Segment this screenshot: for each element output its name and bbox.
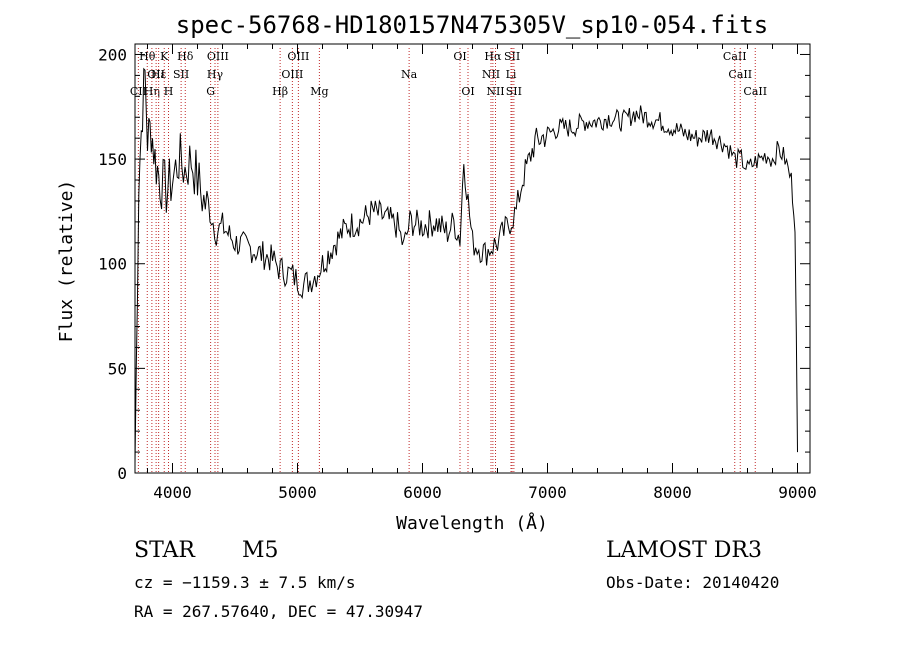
survey-name: LAMOST DR3 [606,538,762,563]
plot-frame [134,43,811,474]
x-tick-label: 6000 [403,483,442,502]
x-axis-label: Wavelength (Å) [396,512,548,534]
line-label-20: Hα [484,50,502,63]
line-label-18: OI [461,85,474,98]
line-label-11: OIII [207,50,229,63]
line-label-9: G [206,85,215,98]
x-tick-label: 4000 [153,483,192,502]
line-label-21: NII [486,85,504,98]
line-label-27: CaII [743,85,767,98]
x-tick-label: 5000 [278,483,317,502]
line-label-22: Li [506,68,517,81]
coordinates: RA = 267.57640, DEC = 47.30947 [134,602,423,621]
y-tick-label: 0 [117,464,127,483]
spectrum-line [134,67,798,464]
y-tick-label: 50 [108,359,127,378]
redshift-velocity: cz = −1159.3 ± 7.5 km/s [134,573,356,592]
line-label-4: Hε [151,68,167,81]
observation-date: Obs-Date: 20140420 [606,573,780,592]
x-tick-label: 9000 [778,483,817,502]
line-label-7: SII [173,68,189,81]
line-label-8: Hδ [177,50,194,63]
line-label-14: OIII [287,50,309,63]
line-label-1: Hθ [139,50,156,63]
line-label-15: Mg [310,85,328,98]
line-label-3: OII [147,68,165,81]
axes: 4000 5000 6000 7000 8000 9000 0 50 100 150 200 [98,43,817,502]
object-class: STAR [134,538,195,563]
line-label-26: CaII [728,68,752,81]
x-tick-label: 7000 [528,483,567,502]
line-label-19: NII [482,68,500,81]
line-label-2: Hη [144,85,160,98]
spectrum-data [134,67,798,464]
line-label-23: SII [504,50,520,63]
y-tick-label: 150 [98,150,127,169]
y-tick-label: 100 [98,255,127,274]
line-label-25: CaII [723,50,747,63]
object-subclass: M5 [242,538,279,563]
line-label-16: Na [401,68,418,81]
line-label-10: Hγ [207,68,224,81]
line-label-17: OI [453,50,466,63]
line-label-6: H [164,85,174,98]
y-tick-label: 200 [98,45,127,64]
line-label-5: K [160,50,169,63]
line-label-12: Hβ [272,85,288,98]
line-label-24: SII [506,85,522,98]
line-label-0: CII [130,85,147,98]
chart-title: spec-56768-HD180157N475305V_sp10-054.fit… [176,11,768,39]
y-axis-label: Flux (relative) [56,180,77,343]
x-tick-label: 8000 [653,483,692,502]
line-label-13: OIII [281,68,303,81]
